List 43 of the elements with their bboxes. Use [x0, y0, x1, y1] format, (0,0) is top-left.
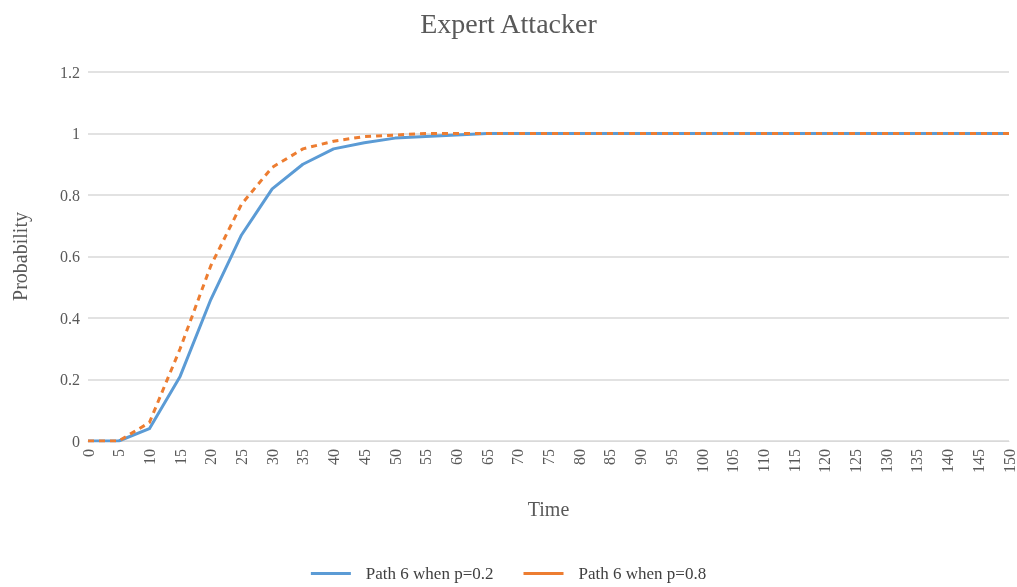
y-tick-label: 0.6: [60, 248, 80, 265]
x-tick-label: 80: [570, 449, 588, 465]
x-tick-label: 120: [816, 449, 834, 473]
x-tick-label: 30: [263, 449, 281, 465]
y-tick-label: 1.2: [60, 63, 80, 81]
x-tick-label: 60: [447, 449, 465, 465]
x-tick-label: 20: [202, 449, 220, 465]
y-axis-title: Probability: [9, 212, 32, 301]
x-tick-label: 90: [632, 449, 650, 465]
x-tick-label: 5: [110, 449, 128, 457]
x-tick-label: 85: [601, 449, 619, 465]
x-tick-label: 135: [908, 449, 926, 473]
x-tick-label: 140: [939, 449, 957, 473]
x-tick-label: 100: [693, 449, 711, 473]
x-tick-label: 35: [294, 449, 312, 465]
chart-title: Expert Attacker: [420, 7, 598, 39]
x-tick-label: 110: [754, 449, 772, 473]
legend-label: Path 6 when p=0.2: [365, 564, 494, 583]
x-tick-label: 125: [847, 449, 864, 473]
x-tick-label: 0: [79, 449, 97, 457]
line-series: [86, 132, 1011, 443]
x-axis-title: Time: [527, 498, 570, 520]
x-tick-label: 145: [969, 449, 987, 473]
y-tick-label: 0.8: [60, 186, 80, 204]
y-tick-label: 0.4: [60, 309, 80, 327]
x-tick-label: 105: [724, 449, 742, 473]
x-tick-label: 40: [325, 449, 343, 465]
x-tick-label: 75: [540, 449, 557, 465]
x-tick-label: 70: [509, 449, 527, 465]
x-tick-label: 150: [1000, 449, 1017, 473]
x-tick-label: 15: [171, 449, 189, 465]
x-tick-label: 130: [877, 449, 895, 473]
legend-label: Path 6 when p=0.8: [578, 564, 707, 583]
y-tick-label: 0.2: [60, 371, 80, 388]
x-tick-label: 25: [233, 449, 250, 465]
x-tick-label: 65: [478, 449, 496, 465]
x-tick-label: 95: [662, 449, 680, 465]
x-tick-label: 55: [417, 449, 435, 465]
x-tick-label: 50: [386, 449, 404, 465]
x-tick-label: 115: [785, 449, 803, 473]
x-tick-label: 45: [355, 449, 373, 465]
x-tick-label: 10: [140, 449, 158, 465]
y-tick-label: 1: [72, 125, 80, 142]
